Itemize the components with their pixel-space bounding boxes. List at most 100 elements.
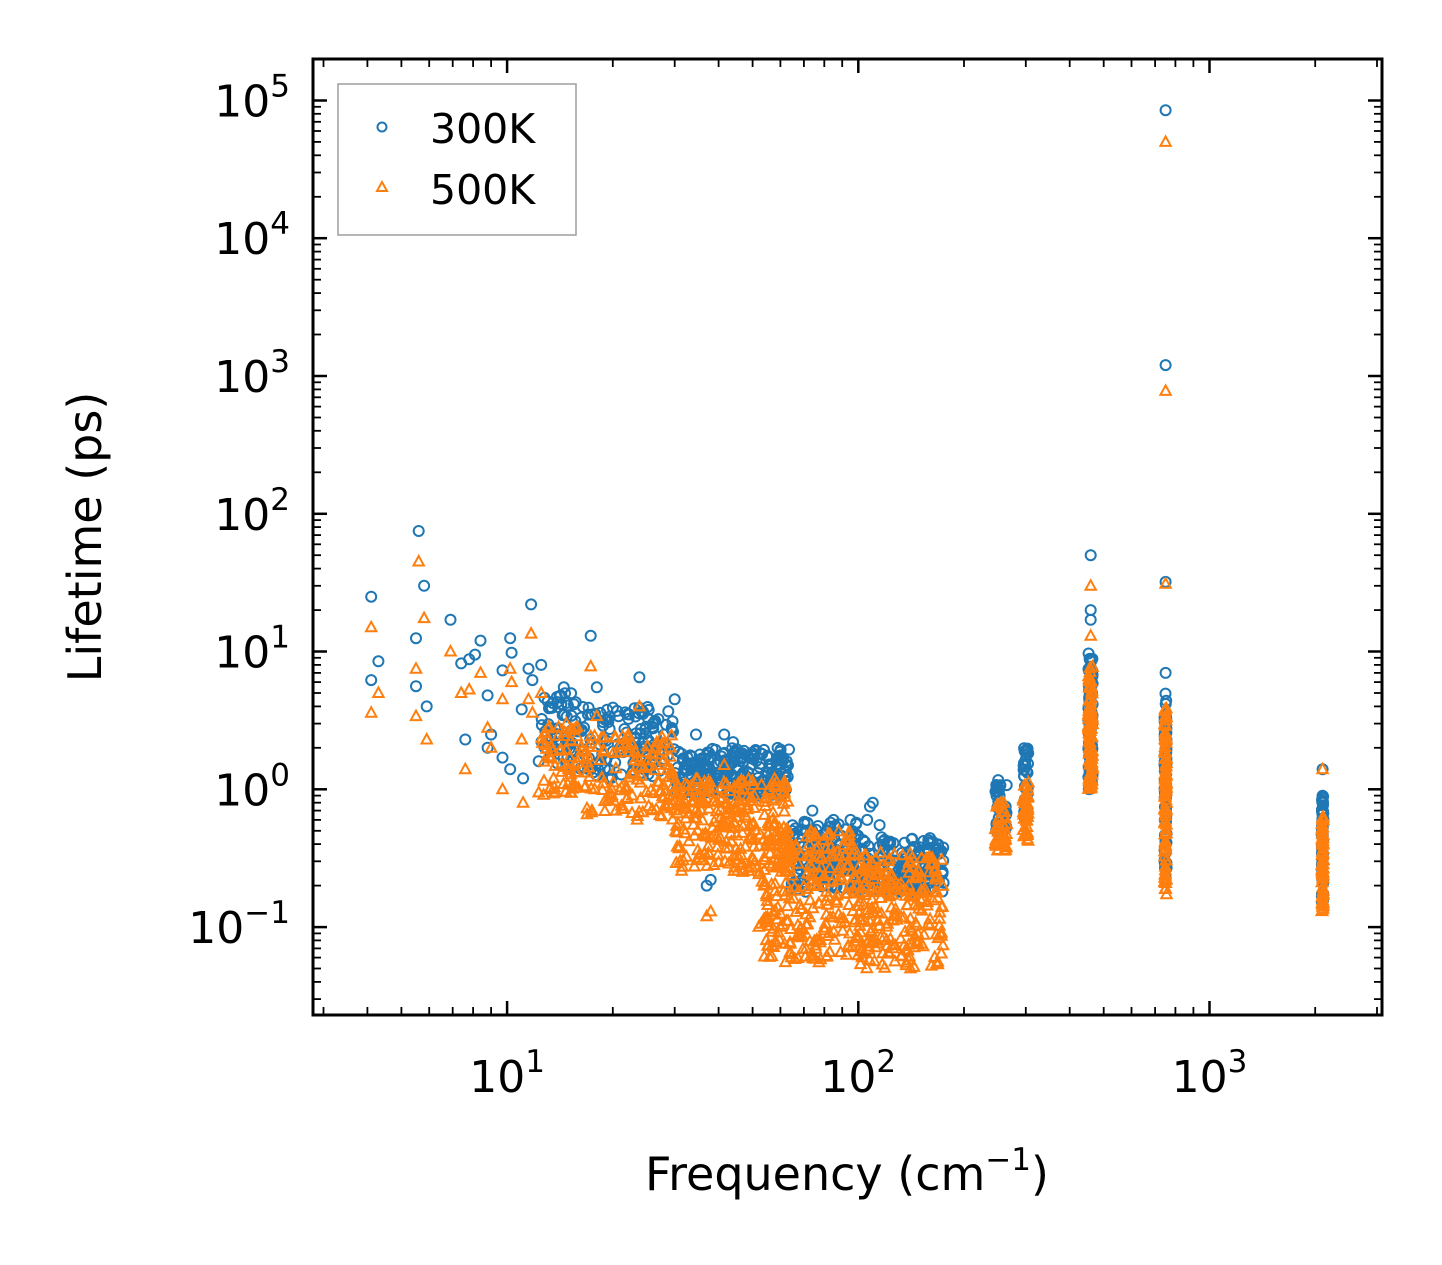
data-point-500k bbox=[882, 851, 897, 864]
data-point-300k bbox=[1159, 359, 1172, 372]
data-point-500k bbox=[606, 774, 621, 788]
data-point-500k bbox=[853, 938, 868, 952]
data-point-300k bbox=[1316, 791, 1329, 804]
data-point-500k bbox=[656, 777, 671, 790]
data-point-500k bbox=[582, 769, 597, 782]
data-point-500k bbox=[875, 956, 890, 970]
data-point-500k bbox=[776, 830, 791, 844]
axis-tick-labels: 101 102 103 10−1 100 101 102 103 104 105 bbox=[188, 69, 1247, 1104]
data-point-500k bbox=[902, 865, 917, 878]
data-point-500k bbox=[695, 827, 710, 840]
data-point-300k bbox=[905, 833, 918, 846]
data-point-300k bbox=[727, 736, 740, 749]
data-point-300k bbox=[662, 705, 675, 718]
data-point-500k bbox=[691, 805, 706, 818]
data-point-500k bbox=[655, 788, 670, 802]
data-point-500k bbox=[763, 845, 777, 859]
data-point-500k bbox=[763, 833, 778, 846]
data-point-500k bbox=[620, 790, 635, 803]
data-point-500k bbox=[1016, 791, 1031, 804]
data-point-500k bbox=[1315, 847, 1330, 861]
data-point-500k bbox=[852, 884, 867, 898]
data-point-300k bbox=[647, 722, 660, 735]
data-point-500k bbox=[777, 803, 792, 817]
data-point-500k bbox=[726, 848, 741, 862]
data-point-500k bbox=[503, 661, 518, 674]
data-point-500k bbox=[596, 742, 611, 755]
data-point-500k bbox=[739, 810, 754, 823]
data-point-500k bbox=[727, 863, 741, 876]
data-point-500k bbox=[872, 918, 887, 931]
data-point-500k bbox=[873, 929, 888, 943]
data-point-500k bbox=[903, 960, 918, 974]
data-point-300k bbox=[522, 662, 535, 675]
y-tick-label: 103 bbox=[214, 344, 290, 403]
data-point-500k bbox=[844, 841, 859, 854]
data-point-500k bbox=[886, 936, 900, 950]
data-point-500k bbox=[865, 905, 880, 918]
data-point-300k bbox=[496, 751, 509, 764]
data-point-500k bbox=[895, 847, 910, 861]
data-point-500k bbox=[934, 945, 949, 959]
data-point-500k bbox=[873, 845, 888, 858]
data-point-500k bbox=[664, 727, 679, 741]
data-point-500k bbox=[803, 933, 817, 947]
data-point-500k bbox=[758, 914, 773, 928]
data-point-500k bbox=[679, 849, 694, 862]
data-point-500k bbox=[544, 750, 559, 764]
data-point-500k bbox=[814, 859, 829, 873]
data-point-500k bbox=[641, 752, 655, 766]
data-point-500k bbox=[899, 955, 914, 968]
data-point-500k bbox=[851, 847, 865, 861]
data-point-500k bbox=[495, 781, 510, 795]
data-point-300k bbox=[619, 706, 632, 719]
data-point-500k bbox=[768, 779, 782, 792]
data-point-500k bbox=[1315, 874, 1330, 887]
data-point-300k bbox=[517, 772, 530, 785]
data-point-500k bbox=[652, 774, 667, 787]
data-point-500k bbox=[856, 945, 871, 959]
data-point-300k bbox=[584, 629, 597, 642]
data-point-500k bbox=[524, 626, 538, 639]
data-point-500k bbox=[565, 781, 580, 794]
data-point-500k bbox=[889, 907, 904, 920]
data-point-500k bbox=[712, 819, 726, 833]
data-point-500k bbox=[664, 766, 679, 779]
data-point-500k bbox=[778, 954, 793, 968]
data-point-500k bbox=[570, 728, 584, 742]
data-point-500k bbox=[678, 810, 693, 824]
data-point-500k bbox=[916, 885, 930, 898]
x-axis-label: Frequency (cm−1) bbox=[645, 1142, 1049, 1201]
data-point-500k bbox=[888, 880, 903, 893]
data-point-500k bbox=[1159, 886, 1174, 900]
data-point-300k bbox=[737, 751, 750, 764]
data-point-300k bbox=[866, 796, 879, 809]
data-point-500k bbox=[902, 948, 917, 962]
data-point-500k bbox=[1159, 817, 1174, 830]
data-point-500k bbox=[908, 928, 922, 942]
data-point-500k bbox=[525, 705, 540, 718]
data-point-300k bbox=[459, 733, 472, 746]
data-point-500k bbox=[764, 948, 779, 962]
data-point-300k bbox=[1018, 745, 1031, 758]
data-point-500k bbox=[770, 899, 785, 913]
data-point-500k bbox=[835, 923, 850, 936]
data-point-500k bbox=[853, 924, 868, 938]
data-point-500k bbox=[614, 798, 629, 811]
data-point-500k bbox=[649, 757, 664, 770]
data-point-500k bbox=[595, 782, 610, 795]
data-point-500k bbox=[803, 948, 818, 962]
data-point-300k bbox=[597, 716, 609, 729]
y-tick-label: 101 bbox=[214, 620, 290, 679]
data-point-500k bbox=[1315, 830, 1330, 843]
data-point-500k bbox=[820, 897, 835, 910]
data-point-500k bbox=[1157, 789, 1172, 802]
data-point-500k bbox=[923, 911, 937, 925]
data-point-500k bbox=[572, 749, 587, 763]
data-point-500k bbox=[783, 934, 797, 948]
data-point-500k bbox=[860, 934, 874, 948]
data-point-500k bbox=[563, 766, 578, 780]
data-point-500k bbox=[805, 900, 820, 914]
data-point-500k bbox=[1158, 774, 1173, 787]
data-point-500k bbox=[559, 716, 574, 729]
